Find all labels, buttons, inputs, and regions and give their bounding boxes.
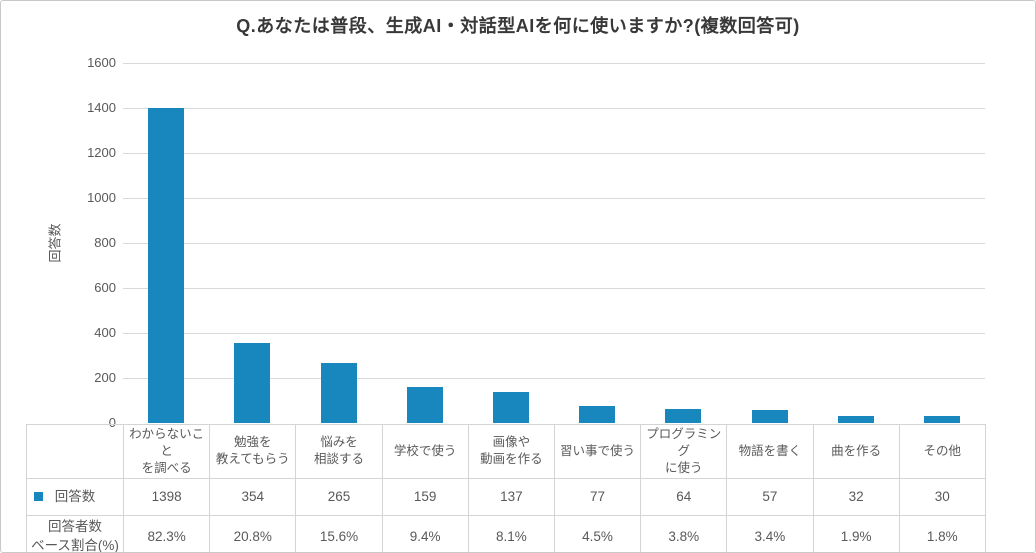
gridline: [123, 288, 985, 289]
y-axis: 0 200 400 600 800 1000 1200 1400 1600: [31, 55, 116, 430]
gridline: [123, 378, 985, 379]
count-cell: 159: [381, 477, 469, 516]
bar: [751, 410, 788, 423]
gridline: [123, 198, 985, 199]
category-cell: 勉強を 教えてもらう: [209, 424, 297, 479]
category-label-row: わからないこと を調べる 勉強を 教えてもらう 悩みを 相談する 学校で使う 画像や 動画を作る…: [26, 424, 986, 479]
y-tick-label: 1600: [87, 55, 116, 70]
bar: [923, 416, 960, 423]
plot-area: [123, 63, 985, 423]
y-tick-label: 1200: [87, 145, 116, 160]
percent-cell: 4.5%: [553, 514, 642, 552]
category-cell: その他: [898, 424, 986, 479]
count-cell: 77: [553, 477, 642, 516]
y-tick-label: 200: [94, 370, 116, 385]
bar: [492, 392, 529, 423]
bar: [406, 387, 443, 423]
chart-title: Q.あなたは普段、生成AI・対話型AIを何に使いますか?(複数回答可): [236, 16, 800, 36]
percent-cell: 1.8%: [898, 514, 986, 552]
bar: [579, 406, 616, 423]
counts-row-label: 回答数: [54, 488, 96, 504]
count-cell: 64: [640, 477, 728, 516]
gridline: [123, 153, 985, 154]
bar: [320, 363, 357, 423]
percent-row-label-line2: ベース割合(%): [31, 537, 119, 553]
y-tick-label: 0: [108, 415, 116, 430]
count-cell: 57: [726, 477, 814, 516]
category-cell: わからないこと を調べる: [122, 424, 211, 479]
percent-cell: 8.1%: [467, 514, 555, 552]
counts-row: 回答数 1398 354 265 159 137 77 64 57 32 30: [26, 477, 986, 516]
legend-swatch-icon: [34, 491, 43, 501]
count-cell: 354: [209, 477, 297, 516]
percent-cell: 20.8%: [209, 514, 297, 552]
bar: [148, 108, 185, 423]
category-cell: 悩みを 相談する: [295, 424, 383, 479]
percent-row-header: 回答者数 ベース割合(%): [26, 514, 124, 553]
count-cell: 32: [812, 477, 900, 516]
gridline: [123, 108, 985, 109]
table-stub-cell: [26, 424, 124, 479]
data-table: わからないこと を調べる 勉強を 教えてもらう 悩みを 相談する 学校で使う 画像や 動画を作る…: [26, 424, 986, 553]
counts-row-header: 回答数: [26, 477, 124, 516]
category-cell: 学校で使う: [381, 424, 469, 479]
percent-cell: 15.6%: [295, 514, 383, 552]
y-tick-label: 400: [94, 325, 116, 340]
percent-cell: 3.4%: [726, 514, 814, 552]
count-cell: 1398: [122, 477, 211, 516]
category-cell: 曲を作る: [812, 424, 900, 479]
percent-cell: 3.8%: [640, 514, 728, 552]
category-cell: プログラミング に使う: [640, 424, 728, 479]
category-cell: 習い事で使う: [553, 424, 642, 479]
gridline: [123, 333, 985, 334]
count-cell: 137: [467, 477, 555, 516]
percent-row-label-line1: 回答者数: [48, 519, 102, 535]
bar: [234, 343, 271, 423]
percent-cell: 1.9%: [812, 514, 900, 552]
percent-row: 回答者数 ベース割合(%) 82.3% 20.8% 15.6% 9.4% 8.1% 4.5…: [26, 514, 986, 553]
bar: [837, 416, 874, 423]
category-cell: 物語を書く: [726, 424, 814, 479]
gridline: [123, 243, 985, 244]
category-cell: 画像や 動画を作る: [467, 424, 555, 479]
percent-cell: 9.4%: [381, 514, 469, 552]
y-tick-label: 600: [94, 280, 116, 295]
y-tick-label: 1400: [87, 100, 116, 115]
y-tick-label: 800: [94, 235, 116, 250]
bar: [665, 409, 702, 423]
gridline: [123, 63, 985, 64]
percent-cell: 82.3%: [122, 514, 211, 552]
count-cell: 265: [295, 477, 383, 516]
count-cell: 30: [898, 477, 986, 516]
y-tick-label: 1000: [87, 190, 116, 205]
